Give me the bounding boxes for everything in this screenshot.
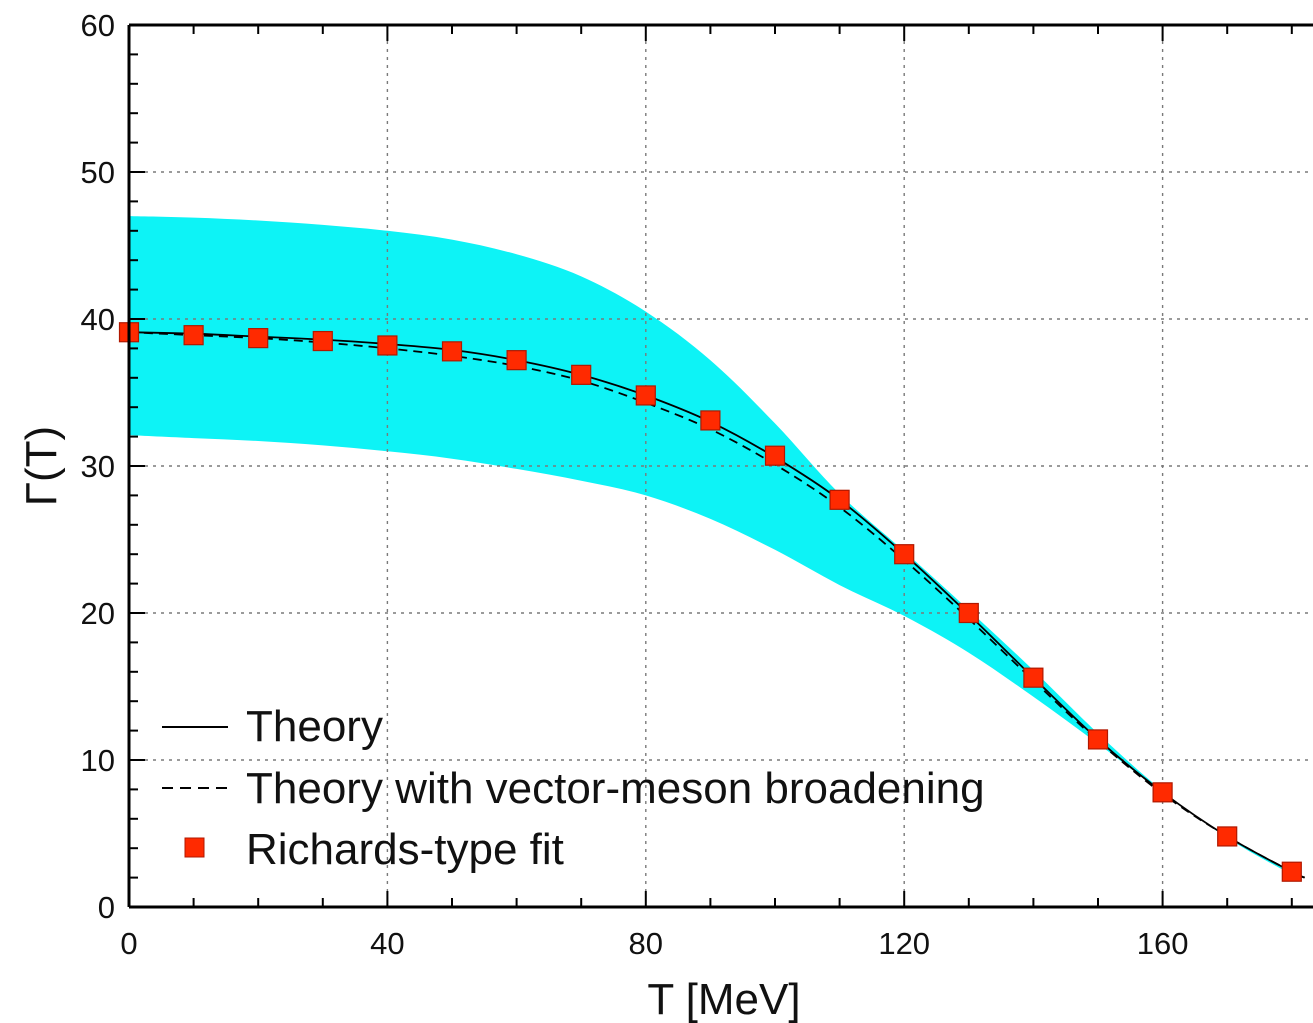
y-tick-label: 10 bbox=[81, 743, 115, 778]
x-tick-label: 0 bbox=[120, 926, 137, 961]
y-axis-label: Γ(T) bbox=[17, 426, 66, 506]
data-marker bbox=[1152, 782, 1173, 803]
legend: Theory Theory with vector-meson broadeni… bbox=[162, 702, 985, 874]
y-tick-label: 20 bbox=[81, 596, 115, 631]
x-tick-label: 40 bbox=[370, 926, 404, 961]
series-lines bbox=[128, 331, 1306, 879]
data-marker bbox=[958, 602, 979, 624]
y-tick-label: 0 bbox=[98, 890, 115, 925]
data-marker bbox=[1087, 729, 1109, 750]
data-marker bbox=[183, 325, 204, 346]
y-tick-label: 50 bbox=[81, 155, 115, 190]
data-marker bbox=[764, 445, 786, 466]
data-marker bbox=[829, 489, 850, 510]
grid bbox=[129, 25, 1313, 907]
data-marker bbox=[312, 330, 333, 352]
legend-label-fit: Richards-type fit bbox=[246, 825, 564, 874]
tick-labels: 0 10 20 30 40 50 60 0 40 80 120 160 bbox=[81, 8, 1189, 961]
legend-label-broadening: Theory with vector-meson broadening bbox=[246, 764, 985, 813]
x-tick-label: 80 bbox=[629, 926, 663, 961]
legend-item-theory: Theory bbox=[162, 702, 383, 751]
y-tick-label: 30 bbox=[81, 449, 115, 484]
data-marker bbox=[1281, 861, 1302, 882]
data-marker bbox=[894, 544, 915, 565]
data-marker bbox=[441, 341, 463, 362]
x-tick-label: 160 bbox=[1137, 926, 1189, 961]
uncertainty-band-layer bbox=[129, 216, 1292, 875]
data-marker bbox=[1217, 826, 1238, 847]
y-tick-label: 40 bbox=[81, 302, 115, 337]
series-line-broadening bbox=[128, 331, 1306, 879]
data-marker bbox=[248, 328, 269, 349]
y-tick-label: 60 bbox=[81, 8, 115, 43]
series-markers bbox=[118, 322, 1302, 882]
data-marker bbox=[377, 335, 398, 356]
legend-square-marker-icon bbox=[184, 837, 205, 858]
uncertainty-band bbox=[129, 216, 1292, 875]
data-marker bbox=[635, 385, 656, 406]
legend-label-theory: Theory bbox=[246, 702, 383, 751]
legend-item-broadening: Theory with vector-meson broadening bbox=[162, 764, 985, 813]
data-marker bbox=[506, 350, 527, 371]
data-marker bbox=[700, 410, 721, 431]
x-axis-label: T [MeV] bbox=[647, 975, 800, 1023]
data-marker bbox=[1023, 667, 1044, 688]
x-tick-label: 120 bbox=[878, 926, 930, 961]
legend-item-fit: Richards-type fit bbox=[184, 825, 564, 874]
axis-ticks bbox=[128, 24, 1293, 908]
series-line-theory bbox=[128, 331, 1306, 879]
data-marker bbox=[571, 364, 592, 385]
